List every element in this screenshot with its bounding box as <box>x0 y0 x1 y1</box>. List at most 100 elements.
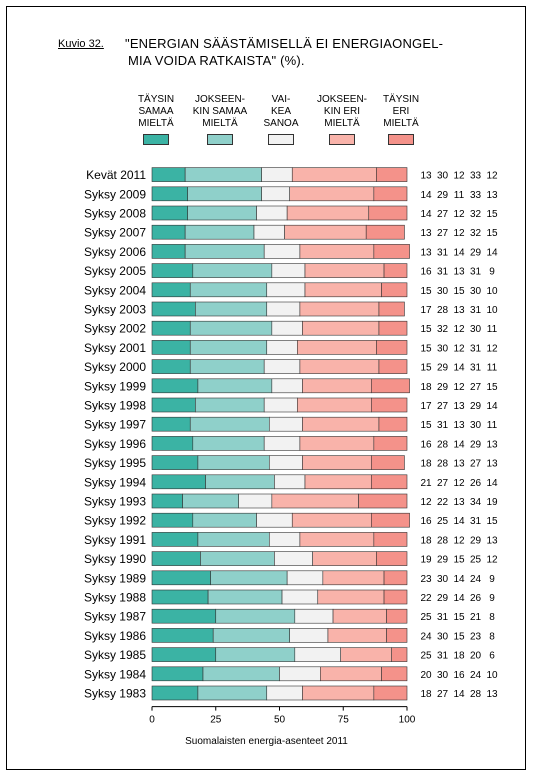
bar-segment <box>386 608 408 624</box>
bar-segment <box>299 436 375 451</box>
bar-segment <box>187 205 257 221</box>
data-label: 29 <box>437 555 449 566</box>
bar-segment <box>197 532 270 547</box>
bar-segment <box>373 436 408 451</box>
data-label: 29 <box>470 535 482 546</box>
bar-segment <box>151 551 201 566</box>
bar-segment <box>151 416 191 432</box>
data-label: 10 <box>486 286 498 297</box>
bar-segment <box>151 685 199 701</box>
data-label: 22 <box>420 593 432 604</box>
data-label: 18 <box>453 651 465 662</box>
bar-segment <box>151 570 211 586</box>
data-label: 31 <box>470 363 482 374</box>
bar-segment <box>376 551 408 566</box>
data-label: 29 <box>437 382 449 393</box>
bar-segment <box>238 493 273 509</box>
bar-segment <box>281 589 319 605</box>
data-label: 13 <box>453 305 465 316</box>
data-label: 32 <box>437 324 449 335</box>
data-label: 11 <box>487 420 498 431</box>
bar-segment <box>286 570 324 586</box>
bar-segment <box>304 282 382 298</box>
bar-segment <box>266 301 301 317</box>
data-label: 20 <box>470 651 482 662</box>
bar-segment <box>304 263 385 278</box>
data-label: 15 <box>420 420 432 431</box>
x-tick-label: 75 <box>338 715 350 726</box>
bar-segment <box>151 474 206 490</box>
category-label: Syksy 2003 <box>84 303 146 317</box>
data-label: 8 <box>489 631 495 642</box>
data-label: 24 <box>470 670 482 681</box>
data-label: 13 <box>420 228 432 239</box>
bar-segment <box>370 512 410 528</box>
data-label: 31 <box>437 247 449 258</box>
data-label: 31 <box>470 267 482 278</box>
data-label: 14 <box>453 247 465 258</box>
bar-segment <box>151 167 186 182</box>
data-label: 15 <box>420 324 432 335</box>
category-label: Syksy 1989 <box>84 571 146 585</box>
bar-segment <box>294 647 341 662</box>
bar-segment <box>151 301 196 317</box>
bar-segment <box>358 493 408 509</box>
bar-segment <box>317 589 385 605</box>
data-label: 26 <box>470 593 482 604</box>
category-label: Syksy 1986 <box>84 629 146 643</box>
figure-label: Kuvio 32. <box>58 38 104 50</box>
data-label: 16 <box>420 439 432 450</box>
legend-label: JOKSEEN- KIN ERI MIELTÄ <box>316 94 367 129</box>
data-label: 30 <box>437 286 449 297</box>
category-label: Syksy 1992 <box>84 514 146 528</box>
category-label: Kevät 2011 <box>86 168 146 182</box>
bar-segment <box>256 205 288 221</box>
bar-segment <box>373 186 408 202</box>
bar-segment <box>302 685 375 701</box>
category-label: Syksy 2007 <box>84 226 146 240</box>
bar-segment <box>297 340 377 355</box>
data-label: 10 <box>486 305 498 316</box>
data-label: 15 <box>453 612 465 623</box>
data-label: 18 <box>420 459 432 470</box>
data-label: 27 <box>470 459 482 470</box>
bar-segment <box>189 359 265 374</box>
data-label: 12 <box>453 209 465 220</box>
data-label: 17 <box>420 401 432 412</box>
bar-segment <box>151 244 186 259</box>
data-label: 21 <box>470 612 482 623</box>
data-label: 33 <box>470 190 482 201</box>
bar-segment <box>151 224 186 240</box>
category-label: Syksy 1983 <box>84 687 146 701</box>
bar-segment <box>192 512 257 528</box>
bar-segment <box>378 301 405 317</box>
bar-segment <box>312 551 377 566</box>
category-label: Syksy 2006 <box>84 245 146 259</box>
data-label: 31 <box>437 420 449 431</box>
data-label: 19 <box>420 555 432 566</box>
bar-segment <box>373 685 408 701</box>
bar-segment <box>370 455 405 470</box>
data-label: 15 <box>486 228 498 239</box>
data-label: 32 <box>470 228 482 239</box>
bar-segment <box>192 436 265 451</box>
legend-item-somewhat-disagree: JOKSEEN- KIN ERI MIELTÄ <box>314 92 370 145</box>
data-label: 14 <box>420 190 432 201</box>
data-label: 12 <box>420 497 432 508</box>
legend-swatch <box>207 134 233 145</box>
data-label: 15 <box>453 555 465 566</box>
bar-segment <box>195 301 268 317</box>
data-label: 29 <box>437 593 449 604</box>
data-label: 29 <box>470 401 482 412</box>
bar-segment <box>299 359 380 374</box>
bar-segment <box>373 532 408 547</box>
bar-segment <box>302 378 372 394</box>
data-label: 13 <box>486 459 498 470</box>
legend-label: JOKSEEN- KIN SAMAA MIELTÄ <box>192 94 248 129</box>
data-label: 22 <box>437 497 449 508</box>
data-label: 11 <box>487 324 498 335</box>
data-label: 14 <box>420 209 432 220</box>
bar-segment <box>378 416 408 432</box>
data-label: 30 <box>437 631 449 642</box>
